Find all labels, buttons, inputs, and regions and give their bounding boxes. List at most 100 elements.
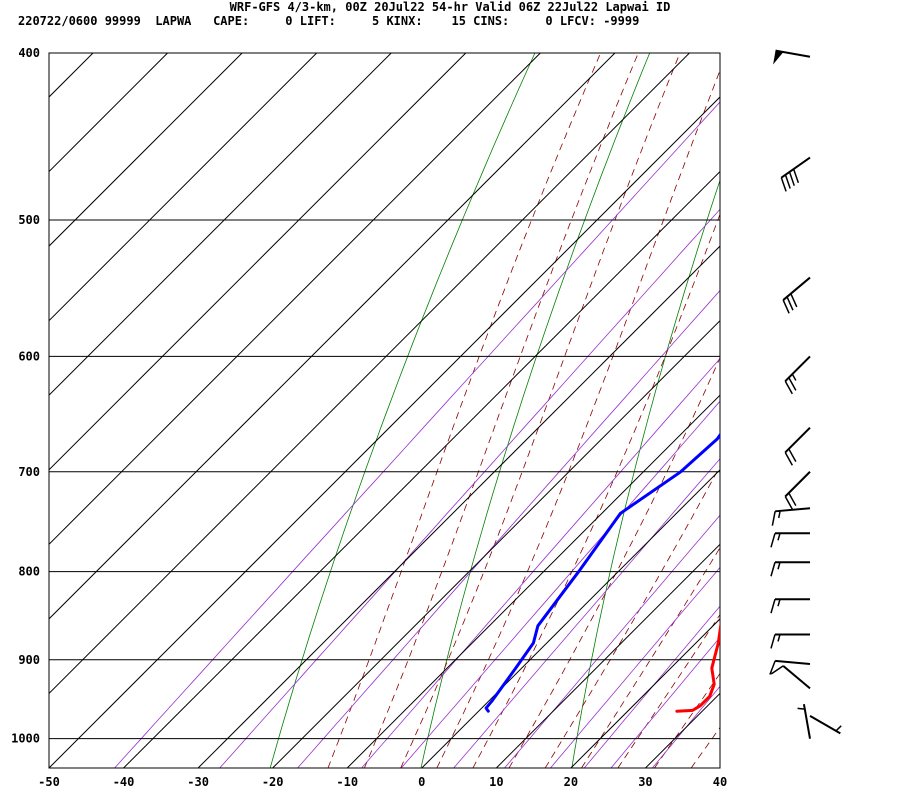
- mixing-ratio-line: [361, 357, 720, 768]
- mixing-ratio-line: [504, 514, 720, 768]
- y-tick-label: 1000: [11, 732, 40, 746]
- barb-full: [788, 377, 797, 391]
- station-indices: 220722/0600 99999 LAPWA CAPE: 0 LIFT: 5 …: [18, 14, 640, 28]
- barb-half: [797, 707, 805, 710]
- barb-full: [784, 452, 793, 466]
- wind-barb: [770, 665, 811, 690]
- barb-half: [777, 599, 781, 607]
- temperature-line: [675, 620, 720, 713]
- barb-half: [777, 533, 781, 541]
- isotherm: [49, 53, 690, 695]
- y-tick-label: 700: [18, 465, 40, 479]
- barb-shaft: [782, 276, 811, 301]
- x-tick-label: 0: [418, 775, 425, 789]
- wind-barb: [770, 561, 810, 577]
- mixing-ratio-line: [583, 605, 720, 768]
- isotherm: [49, 53, 318, 322]
- barb-pennant: [773, 50, 784, 65]
- moist-adiabat: [364, 53, 639, 768]
- x-tick-label: 10: [489, 775, 503, 789]
- wind-barb: [780, 156, 811, 192]
- barb-shaft: [784, 427, 811, 454]
- barb-shaft: [775, 659, 811, 665]
- y-tick-label: 600: [18, 349, 40, 363]
- isotherm: [49, 53, 541, 546]
- barb-full: [771, 511, 776, 526]
- dry-adiabat: [873, 53, 900, 768]
- x-tick-label: -10: [336, 775, 358, 789]
- barb-shaft: [782, 665, 811, 690]
- moist-adiabat: [400, 53, 681, 768]
- mixing-ratio-line: [652, 685, 720, 768]
- dry-adiabat: [269, 53, 536, 768]
- isotherm: [49, 53, 616, 620]
- wind-barb: [784, 427, 811, 466]
- background-lines: [114, 53, 900, 768]
- barb-shaft: [780, 156, 811, 179]
- barb-shaft: [802, 704, 811, 739]
- y-tick-label: 900: [18, 653, 40, 667]
- moist-adiabat: [617, 613, 720, 768]
- wind-barb: [770, 532, 810, 548]
- barb-half: [835, 725, 842, 732]
- moist-adiabat: [508, 356, 720, 768]
- isotherm: [346, 394, 720, 768]
- wind-barb: [784, 355, 811, 395]
- wind-barb: [769, 659, 811, 675]
- x-tick-label: -50: [38, 775, 60, 789]
- dewpoint-line: [484, 432, 720, 713]
- x-tick-label: -30: [187, 775, 209, 789]
- isotherm: [49, 53, 94, 98]
- x-tick-label: 40: [713, 775, 727, 789]
- wind-barbs: [769, 49, 842, 739]
- barb-half: [777, 562, 781, 570]
- moist-adiabat: [544, 465, 720, 768]
- barb-full: [770, 533, 776, 548]
- barb-full: [782, 299, 790, 314]
- barb-full: [788, 171, 795, 186]
- barb-shaft: [809, 714, 841, 735]
- isotherm: [495, 543, 720, 768]
- moist-adiabat: [690, 726, 720, 768]
- mixing-ratio-line: [610, 636, 720, 768]
- dry-adiabat: [571, 179, 720, 768]
- isotherm: [719, 767, 720, 768]
- isotherm: [570, 618, 720, 768]
- wind-barb: [770, 633, 810, 649]
- barb-full: [770, 599, 776, 614]
- wind-barb: [782, 276, 811, 314]
- x-tick-label: -20: [262, 775, 284, 789]
- y-tick-label: 800: [18, 565, 40, 579]
- isotherms: [49, 53, 720, 768]
- barb-full: [784, 496, 793, 510]
- moist-adiabat: [654, 672, 720, 768]
- plot-frame: [48, 52, 721, 769]
- wind-barb: [797, 704, 811, 739]
- isotherm: [49, 96, 720, 768]
- barb-full: [784, 174, 791, 189]
- x-tick-label: 20: [564, 775, 578, 789]
- x-tick-label: 30: [638, 775, 652, 789]
- barb-full: [784, 380, 793, 395]
- wind-barb: [771, 507, 811, 526]
- moist-adiabat: [472, 213, 720, 768]
- isotherm: [49, 53, 243, 247]
- mixing-ratio-line: [219, 208, 720, 768]
- barb-full: [788, 492, 797, 507]
- wind-barb: [773, 49, 811, 65]
- wind-barb: [770, 598, 810, 614]
- wind-barb: [809, 714, 842, 735]
- barb-shaft: [784, 471, 811, 498]
- y-tick-label: 500: [18, 213, 40, 227]
- y-tick-label: 400: [18, 46, 40, 60]
- mixing-ratio-line: [114, 101, 720, 768]
- barb-shaft: [784, 355, 811, 382]
- barb-full: [770, 634, 776, 649]
- isotherm: [645, 692, 720, 768]
- barb-full: [769, 660, 776, 675]
- moist-adiabat: [581, 546, 720, 768]
- isotherm: [49, 53, 392, 396]
- barb-full: [770, 665, 784, 675]
- grid: [49, 52, 720, 768]
